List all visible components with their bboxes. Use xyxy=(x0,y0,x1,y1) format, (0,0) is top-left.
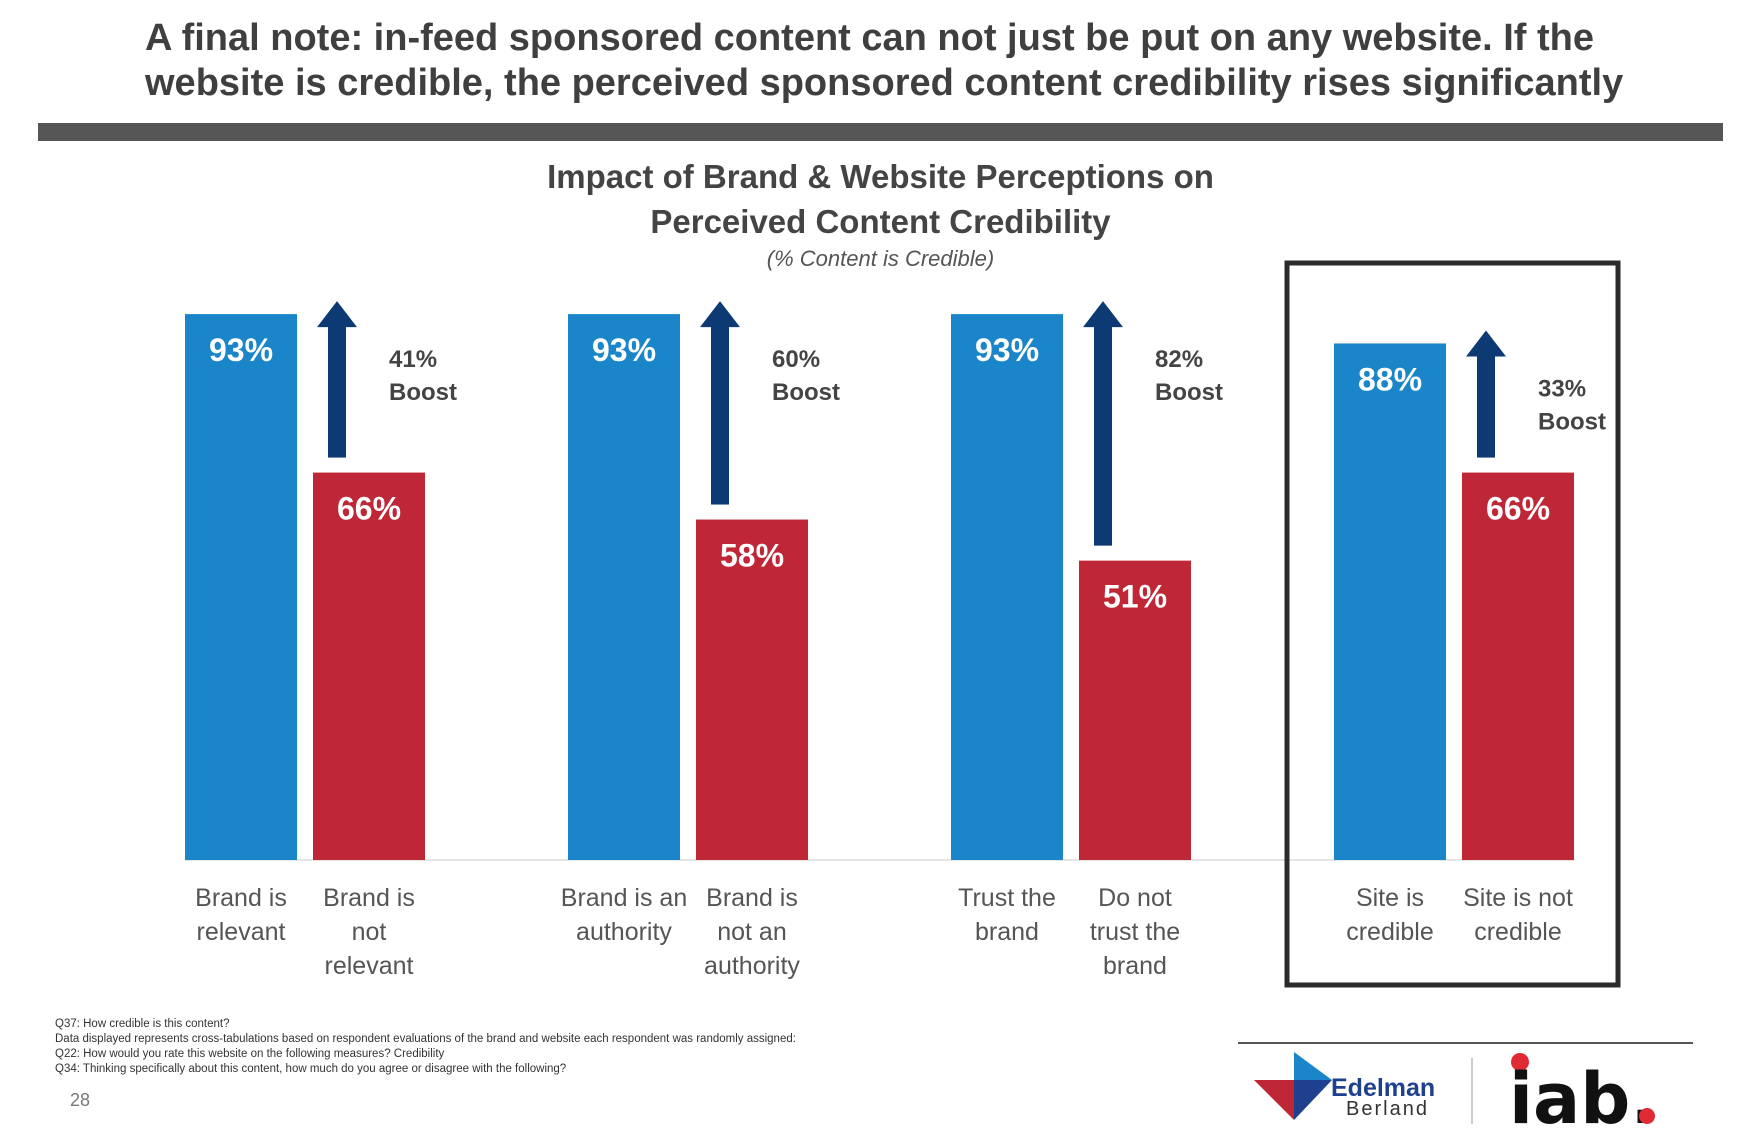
bar-negative xyxy=(1462,472,1574,860)
bar-positive xyxy=(568,314,680,861)
footnote: Q22: How would you rate this website on … xyxy=(55,1048,445,1060)
boost-label: Boost xyxy=(1538,408,1606,435)
chart-subtitle: (% Content is Credible) xyxy=(766,246,995,271)
boost-label: 60% xyxy=(772,346,820,373)
boost-label: Boost xyxy=(389,379,457,406)
boost-arrow-head xyxy=(1083,301,1123,328)
bar-negative xyxy=(313,472,425,860)
iab-logo-icon: iab. xyxy=(1509,1053,1657,1130)
category-label: not an xyxy=(717,918,787,946)
footer-divider xyxy=(1238,1042,1693,1044)
category-label: credible xyxy=(1474,918,1562,946)
category-label: brand xyxy=(975,918,1039,946)
boost-arrow-shaft xyxy=(328,323,346,458)
edelman-logo-line1: Edelman xyxy=(1331,1074,1436,1102)
bar-positive xyxy=(185,314,297,861)
category-label: Do not xyxy=(1098,884,1172,912)
bar-value-label: 66% xyxy=(337,491,401,527)
boost-label: 33% xyxy=(1538,375,1586,402)
bar-positive xyxy=(1334,343,1446,860)
bar-value-label: 58% xyxy=(720,538,784,574)
logo-separator xyxy=(1471,1058,1473,1124)
category-label: credible xyxy=(1346,918,1434,946)
category-label: relevant xyxy=(325,952,414,980)
category-label: Brand is xyxy=(706,884,798,912)
category-label: authority xyxy=(576,918,672,946)
boost-arrow-shaft xyxy=(1477,352,1495,458)
category-label: authority xyxy=(704,952,800,980)
edelman-logo-line2: Berland xyxy=(1346,1098,1429,1120)
category-label: Brand is xyxy=(195,884,287,912)
bar-value-label: 93% xyxy=(592,332,656,368)
category-label: brand xyxy=(1103,952,1167,980)
bar-value-label: 51% xyxy=(1103,579,1167,615)
footnotes: Q37: How credible is this content? Data … xyxy=(55,1017,796,1077)
footnote: Q34: Thinking specifically about this co… xyxy=(55,1063,567,1075)
header-divider xyxy=(38,123,1723,141)
chart-title-line1: Impact of Brand & Website Perceptions on xyxy=(547,158,1214,195)
footnote: Data displayed represents cross-tabulati… xyxy=(55,1033,796,1045)
bar-negative xyxy=(696,519,808,860)
category-label: Site is not xyxy=(1463,884,1573,912)
boost-arrow-shaft xyxy=(1094,323,1112,546)
boost-arrow-head xyxy=(1466,330,1506,357)
boost-arrow-head xyxy=(317,301,357,328)
category-label: Trust the xyxy=(958,884,1056,912)
bar-value-label: 93% xyxy=(209,332,273,368)
boost-label: Boost xyxy=(772,379,840,406)
category-label: Brand is an xyxy=(561,884,687,912)
category-label: not xyxy=(352,918,387,946)
page-number: 28 xyxy=(70,1090,91,1110)
boost-label: 41% xyxy=(389,346,437,373)
category-label: Brand is xyxy=(323,884,415,912)
bar-negative xyxy=(1079,560,1191,860)
boost-label: 82% xyxy=(1155,346,1203,373)
highlight-box xyxy=(1284,260,1621,988)
category-label: Site is xyxy=(1356,884,1424,912)
bar-positive xyxy=(951,314,1063,861)
bar-chart: 93% Brand is relevant 66% Brand is not relevan… xyxy=(185,260,1621,988)
bar-value-label: 93% xyxy=(975,332,1039,368)
boost-arrow-head xyxy=(700,301,740,328)
category-label: relevant xyxy=(197,918,286,946)
bar-value-label: 88% xyxy=(1358,361,1422,397)
bar-value-label: 66% xyxy=(1486,491,1550,527)
boost-arrow-shaft xyxy=(711,323,729,505)
iab-logo-text: iab. xyxy=(1509,1058,1657,1130)
footnote: Q37: How credible is this content? xyxy=(55,1018,230,1030)
headline: A final note: in-feed sponsored content … xyxy=(145,17,1624,104)
category-label: trust the xyxy=(1090,918,1180,946)
edelman-logo-icon xyxy=(1254,1052,1332,1120)
boost-label: Boost xyxy=(1155,379,1223,406)
chart-title-line2: Perceived Content Credibility xyxy=(650,203,1111,240)
